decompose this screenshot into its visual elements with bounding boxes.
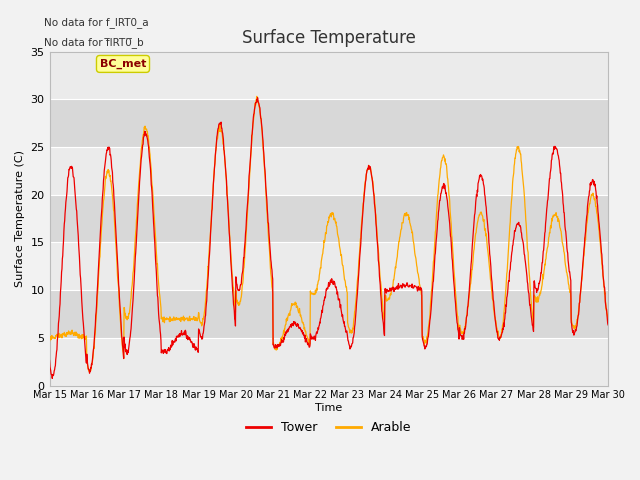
Bar	[49, 99, 608, 147]
Bar	[49, 242, 608, 290]
Text: BC_met: BC_met	[100, 59, 146, 69]
Bar	[49, 195, 608, 242]
Legend: Tower, Arable: Tower, Arable	[241, 416, 417, 439]
X-axis label: Time: Time	[315, 403, 342, 413]
Text: No data for f̅IRT0̅_b: No data for f̅IRT0̅_b	[44, 37, 143, 48]
Bar	[49, 338, 608, 385]
Y-axis label: Surface Temperature (C): Surface Temperature (C)	[15, 150, 25, 287]
Text: No data for f_IRT0_a: No data for f_IRT0_a	[44, 17, 148, 28]
Bar	[49, 147, 608, 195]
Bar	[49, 52, 608, 99]
Title: Surface Temperature: Surface Temperature	[242, 29, 416, 48]
Bar	[49, 290, 608, 338]
